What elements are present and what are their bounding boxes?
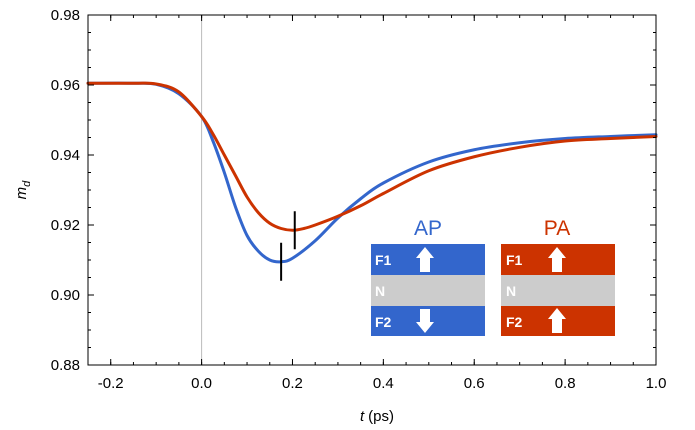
ap-f2-arrow-down-icon (416, 309, 434, 333)
ap-f1-arrow-up-icon (416, 247, 434, 272)
y-axis-var: m (13, 187, 30, 200)
inset-ap: AP F1 N F2 (371, 217, 485, 336)
y-tick-label: 0.94 (51, 147, 80, 164)
series-line-ap (86, 81, 658, 264)
y-tick-label: 0.98 (51, 7, 80, 24)
pa-f2-arrow-up-icon (548, 308, 566, 333)
x-axis-var: t (360, 408, 365, 425)
pa-n-layer (501, 275, 615, 306)
x-tick-label: 0.8 (555, 375, 576, 392)
y-axis-title: md (13, 180, 33, 200)
pa-f1-arrow-up-icon (548, 247, 566, 272)
y-tick-label: 0.90 (51, 287, 80, 304)
x-tick-label: 0.2 (282, 375, 303, 392)
ap-f2-label: F2 (375, 314, 392, 330)
x-tick-label: 0.6 (464, 375, 485, 392)
inset-pa: PA F1 N F2 (501, 217, 615, 336)
pa-n-label: N (506, 283, 516, 299)
pa-f1-label: F1 (506, 252, 523, 268)
y-axis-sub: d (21, 180, 33, 187)
series-group (86, 81, 658, 264)
x-axis-unit: (ps) (368, 408, 394, 425)
series-line-pa (86, 81, 658, 232)
marker-group (280, 211, 296, 281)
inset-ap-title: AP (414, 217, 442, 240)
x-tick-group: -0.2 0.0 0.2 0.4 0.6 0.8 1.0 (98, 15, 667, 392)
x-tick-label: 0.0 (191, 375, 212, 392)
y-tick-label: 0.88 (51, 357, 80, 374)
y-tick-group: 0.88 0.90 0.92 0.94 0.96 0.98 (51, 7, 656, 374)
y-tick-label: 0.92 (51, 217, 80, 234)
x-tick-label: 1.0 (646, 375, 667, 392)
pa-f2-label: F2 (506, 314, 523, 330)
ap-n-layer (371, 275, 485, 306)
inset-pa-title: PA (544, 217, 570, 240)
x-tick-label: -0.2 (98, 375, 124, 392)
x-tick-label: 0.4 (373, 375, 394, 392)
ap-f1-label: F1 (375, 252, 392, 268)
y-tick-label: 0.96 (51, 77, 80, 94)
x-axis-title: t (ps) (360, 408, 394, 425)
ap-n-label: N (375, 283, 385, 299)
